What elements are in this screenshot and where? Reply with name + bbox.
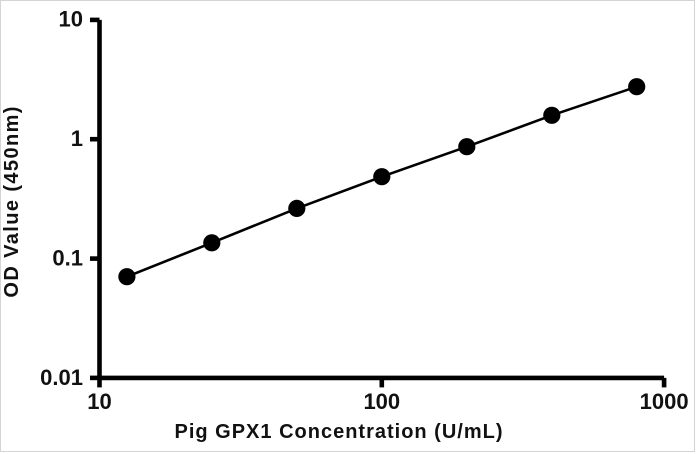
svg-text:100: 100 <box>363 389 400 414</box>
svg-text:Pig GPX1 Concentration (U/mL): Pig GPX1 Concentration (U/mL) <box>174 421 503 443</box>
svg-text:1000: 1000 <box>640 389 689 414</box>
svg-text:1: 1 <box>71 126 83 151</box>
svg-text:0.1: 0.1 <box>52 246 83 271</box>
svg-text:OD Value (450nm): OD Value (450nm) <box>1 105 23 297</box>
svg-text:10: 10 <box>87 389 111 414</box>
svg-text:10: 10 <box>59 7 83 32</box>
svg-text:0.01: 0.01 <box>40 365 83 390</box>
